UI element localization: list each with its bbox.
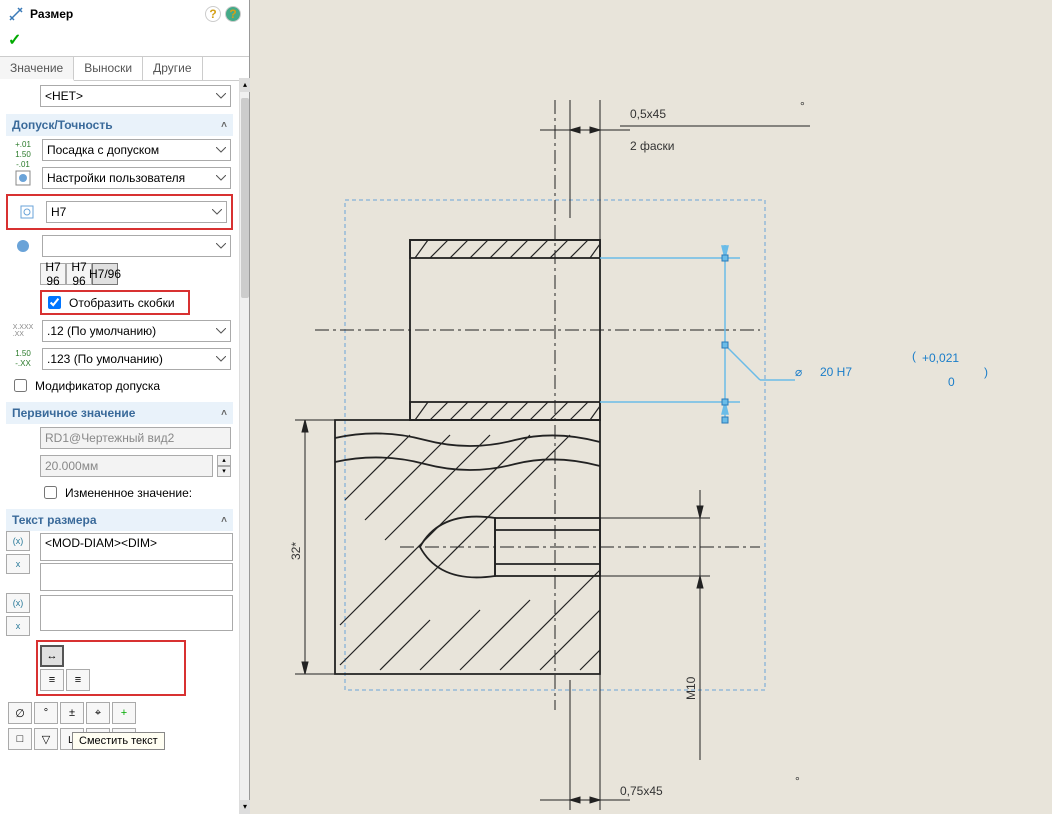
sym3-icon[interactable]: ± [60,702,84,724]
style-select[interactable]: <НЕТ> [40,85,231,107]
scroll-thumb[interactable] [241,98,249,298]
dia-value: 20 H7 [820,365,852,379]
changed-value-label: Измененное значение: [65,486,192,500]
dim-value-input[interactable] [40,455,213,477]
chamfer-top-text: 0,5x45 [630,107,666,121]
user-settings-icon [14,169,32,187]
chamfer-bot-text: 0,75x45 [620,784,663,798]
chevron-up-icon: ˄ [221,120,227,131]
degree-icon: ° [795,774,800,788]
dim-text-1[interactable]: <MOD-DIAM><DIM> [40,533,233,561]
dim-text-2[interactable] [40,563,233,591]
text-suffix-icon[interactable]: x [6,554,30,574]
fit-type-select[interactable]: Посадка с допуском [42,139,231,161]
drawing-canvas[interactable]: 0,5x45 ° 2 фаски 0,75x45 ° 32* [250,0,1052,814]
spin-up-icon[interactable]: ▴ [217,455,231,466]
ok-icon[interactable]: ✓ [8,32,21,49]
section-dim-text[interactable]: Текст размера˄ [6,509,233,531]
tab-other[interactable]: Другие [143,57,202,80]
paren-open: ( [912,349,916,363]
text-above-icon[interactable]: (x) [6,593,30,613]
tol-display-combined[interactable]: H7/96 [92,263,118,285]
tab-leaders[interactable]: Выноски [74,57,143,80]
chevron-up-icon: ˄ [221,515,227,526]
dim-text-3[interactable] [40,595,233,631]
paren-close: ) [984,365,988,379]
dimension-icon [8,6,24,22]
offset-text-tooltip: Сместить текст [72,732,165,750]
tol-lower: 0 [948,375,955,389]
sym4-icon[interactable]: ⌖ [86,702,110,724]
help-icon[interactable]: ? [225,6,241,22]
spin-down-icon[interactable]: ▾ [217,466,231,477]
sym6-icon[interactable]: □ [8,728,32,750]
section-primary[interactable]: Первичное значение˄ [6,402,233,424]
scroll-up-icon[interactable]: ▴ [240,78,250,92]
shaft-class-icon [14,237,32,255]
modifier-checkbox[interactable] [14,379,27,392]
scroll-down-icon[interactable]: ▾ [240,800,250,814]
align-left-icon[interactable]: ≡ [40,669,64,691]
dim-32: 32* [289,542,303,560]
tolerance-type-icon: +.011.50-.01 [9,140,37,160]
dim-ref-input [40,427,231,449]
sym2-icon[interactable]: ° [34,702,58,724]
precision1-icon: X.XXX.XX [13,324,34,338]
precision2-icon: 1.50-.XX [9,349,37,369]
show-parens-label: Отобразить скобки [69,296,175,310]
justify-move-icon[interactable]: ↔ [40,645,64,667]
help-tip-icon[interactable]: ? [205,6,221,22]
scrollbar[interactable]: ▴ ▾ [239,78,249,814]
show-parens-checkbox[interactable] [48,296,61,309]
active-dimension[interactable]: ⌀ 20 H7 ( +0,021 0 ) [600,245,988,423]
dim-m10: M10 [684,676,698,700]
modifier-label: Модификатор допуска [35,379,160,393]
align-center-icon[interactable]: ≡ [66,669,90,691]
degree-icon: ° [800,99,805,113]
dia-symbol: ⌀ [795,365,802,379]
changed-value-checkbox[interactable] [44,486,57,499]
sym7-icon[interactable]: ▽ [34,728,58,750]
precision1-select[interactable]: .12 (По умолчанию) [42,320,231,342]
sym1-icon[interactable]: ∅ [8,702,32,724]
user-settings-select[interactable]: Настройки пользователя [42,167,231,189]
text-below-icon[interactable]: x [6,616,30,636]
shaft-class-select[interactable] [42,235,231,257]
hole-class-select[interactable]: H7 [46,201,227,223]
chamfer-top-sub: 2 фаски [630,139,675,153]
section-tolerance[interactable]: Допуск/Точность˄ [6,114,233,136]
chevron-up-icon: ˄ [221,408,227,419]
panel-title: Размер [30,7,73,21]
tol-display-stacked[interactable]: H796 [40,263,66,285]
precision2-select[interactable]: .123 (По умолчанию) [42,348,231,370]
text-prefix-icon[interactable]: (x) [6,531,30,551]
tol-upper: +0,021 [922,351,959,365]
hole-class-icon [18,203,36,221]
sym5-icon[interactable]: + [112,702,136,724]
